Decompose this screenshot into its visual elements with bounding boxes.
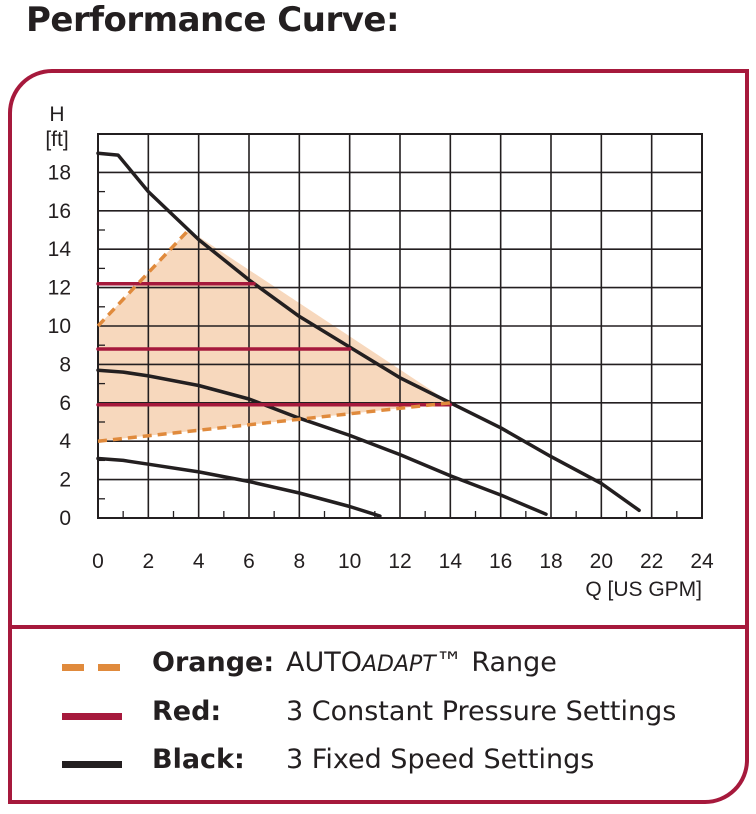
y-tick-label: 10 (48, 315, 71, 338)
legend-divider (8, 625, 749, 629)
series-line-black-0 (96, 151, 641, 513)
x-tick-label: 8 (293, 550, 305, 573)
series-line-black-2 (96, 456, 382, 518)
x-tick-label: 20 (590, 550, 613, 573)
y-tick-label: 0 (59, 507, 71, 530)
grid-layer (97, 133, 703, 519)
y-tick-label: 14 (48, 238, 72, 261)
x-tick-label: 14 (439, 550, 463, 573)
series-line-orange-6 (96, 228, 190, 328)
y-tick-label: 4 (59, 430, 71, 453)
series-layer (96, 151, 641, 518)
y-tick-label: 6 (59, 392, 71, 415)
x-tick-label: 22 (640, 550, 663, 573)
x-tick-label: 6 (243, 550, 255, 573)
y-tick-label: 8 (59, 353, 71, 376)
x-tick-label: 24 (690, 550, 714, 573)
x-tick-label: 16 (489, 550, 512, 573)
x-axis-label: Q [US GPM] (585, 578, 702, 601)
y-tick-label: 2 (59, 469, 71, 492)
y-axis-unit: [ft] (45, 128, 68, 151)
y-axis-label: H (49, 103, 64, 126)
x-tick-label: 18 (539, 550, 562, 573)
x-tick-label: 0 (92, 550, 104, 573)
x-tick-label: 2 (142, 550, 154, 573)
page-title: Performance Curve: (26, 0, 400, 40)
y-tick-label: 16 (48, 200, 71, 223)
x-tick-label: 10 (338, 550, 361, 573)
x-tick-label: 4 (193, 550, 205, 573)
y-tick-label: 12 (48, 277, 71, 300)
x-tick-label: 12 (388, 550, 411, 573)
y-tick-label: 18 (48, 161, 71, 184)
chart-frame (8, 69, 749, 804)
